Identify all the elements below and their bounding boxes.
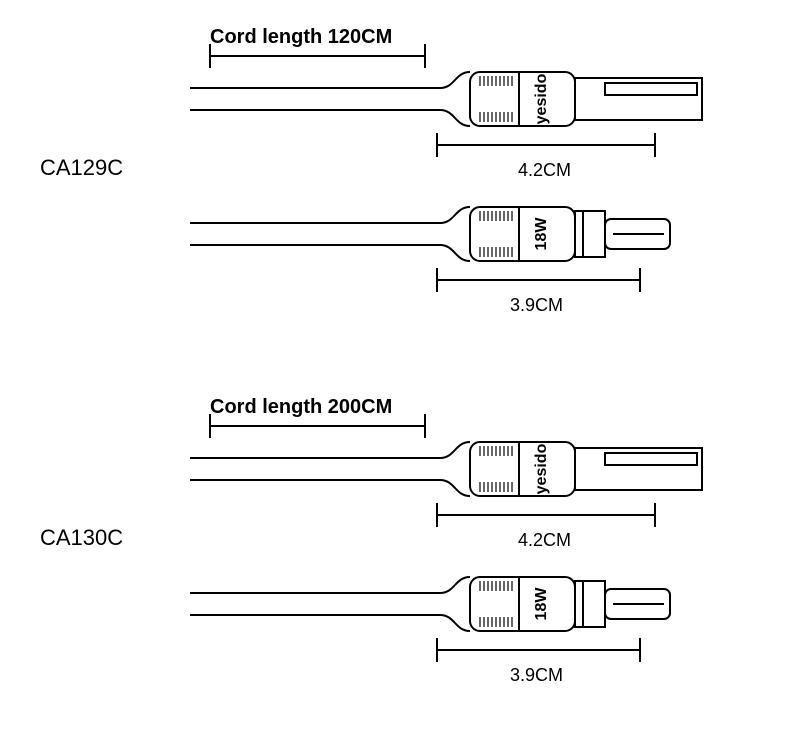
dimension-label: 3.9CM xyxy=(510,665,563,686)
svg-text:18W: 18W xyxy=(533,217,550,251)
product-diagram: yesido 18W xyxy=(0,370,790,730)
svg-text:yesido: yesido xyxy=(533,73,550,124)
svg-text:18W: 18W xyxy=(533,587,550,621)
dimension-label: 3.9CM xyxy=(510,295,563,316)
product-diagram: yesido 18W xyxy=(0,0,790,360)
svg-text:yesido: yesido xyxy=(533,443,550,494)
dimension-label: 4.2CM xyxy=(518,530,571,551)
dimension-label: 4.2CM xyxy=(518,160,571,181)
